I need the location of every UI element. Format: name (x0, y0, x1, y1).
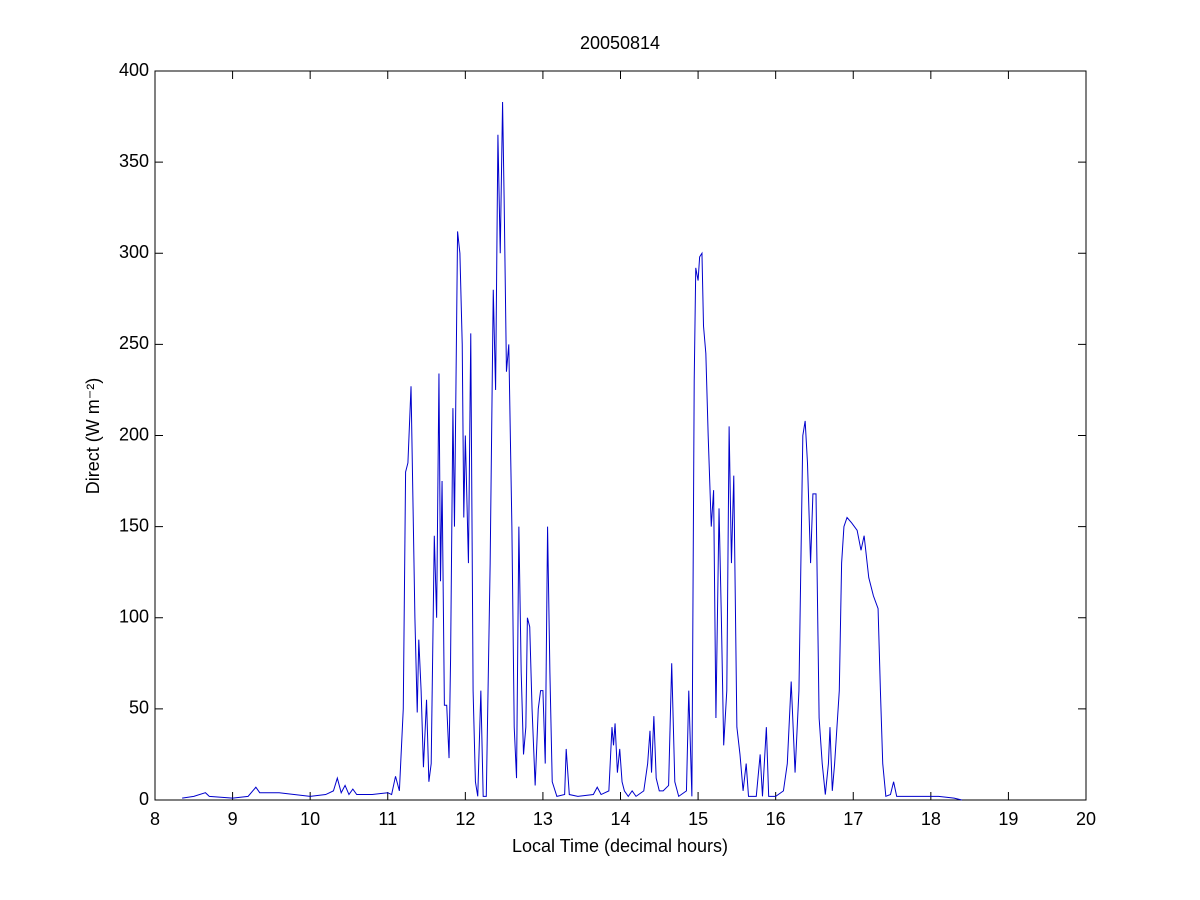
y-tick-label: 100 (119, 607, 149, 627)
x-tick-label: 20 (1076, 809, 1096, 829)
y-tick-label: 400 (119, 60, 149, 80)
y-tick-label: 50 (129, 698, 149, 718)
x-axis-label: Local Time (decimal hours) (512, 836, 728, 856)
x-tick-label: 11 (378, 809, 397, 829)
x-tick-label: 17 (843, 809, 863, 829)
x-tick-label: 13 (533, 809, 553, 829)
x-tick-label: 10 (300, 809, 320, 829)
data-line (182, 101, 962, 801)
x-tick-label: 14 (610, 809, 630, 829)
chart-title: 20050814 (580, 33, 660, 53)
y-tick-label: 0 (139, 789, 149, 809)
x-tick-label: 15 (688, 809, 708, 829)
axes-box (154, 70, 1087, 801)
y-axis-label: Direct (W m⁻²) (83, 378, 103, 494)
x-tick-label: 9 (228, 809, 238, 829)
x-tick-label: 16 (766, 809, 786, 829)
y-tick-label: 150 (119, 515, 149, 535)
x-tick-label: 12 (455, 809, 475, 829)
y-tick-label: 200 (119, 424, 149, 444)
x-tick-label: 19 (998, 809, 1018, 829)
x-tick-label: 18 (921, 809, 941, 829)
y-tick-label: 250 (119, 333, 149, 353)
y-tick-label: 300 (119, 242, 149, 262)
x-tick-label: 8 (150, 809, 160, 829)
y-tick-label: 350 (119, 151, 149, 171)
